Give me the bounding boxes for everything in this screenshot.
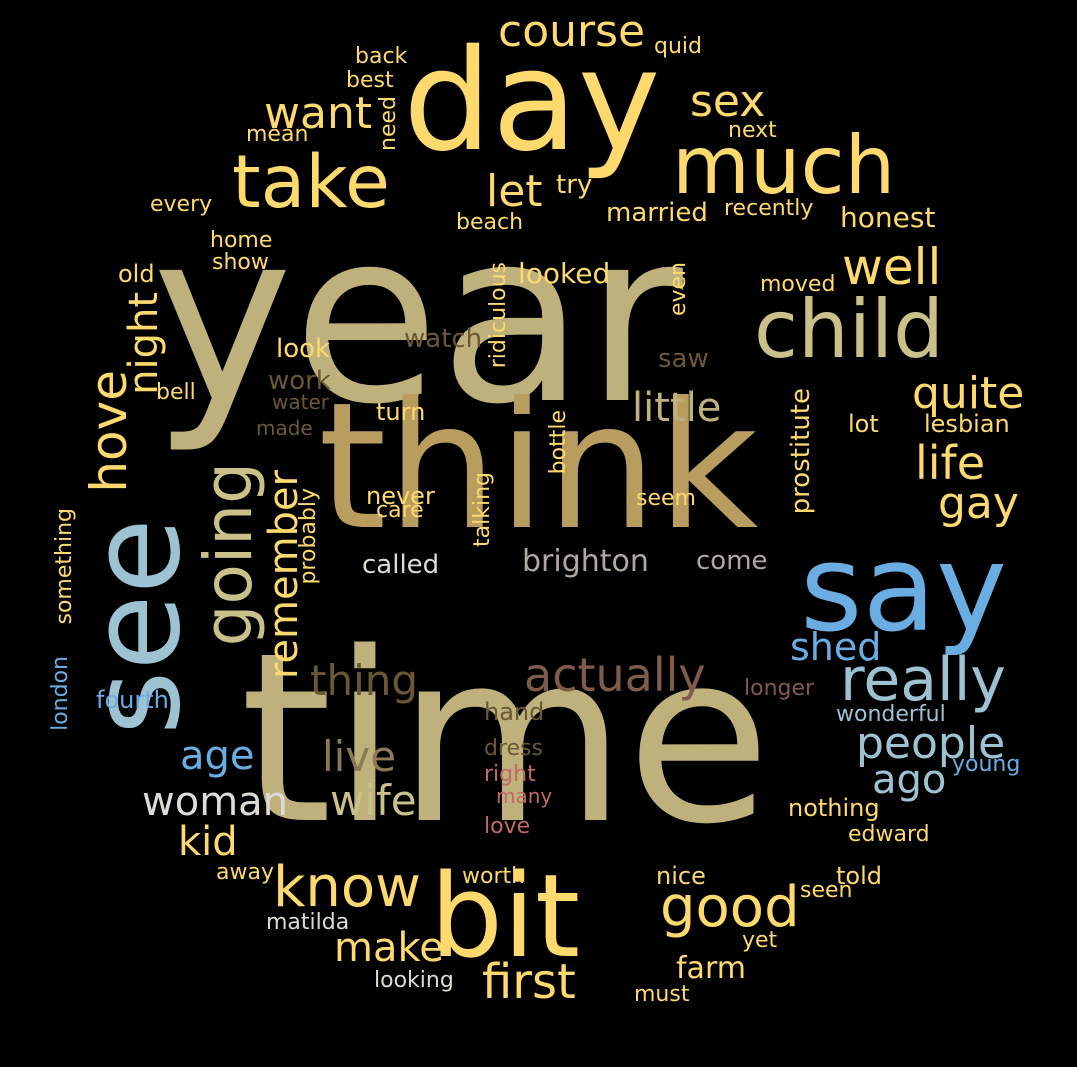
word-every: every [150,192,213,217]
word-must: must [634,982,690,1007]
word-quid: quid [654,34,702,59]
word-much: much [672,119,896,212]
word-honest: honest [840,201,936,234]
word-prostitute: prostitute [786,388,816,515]
word-married: married [606,198,708,228]
word-best: best [346,68,394,93]
word-looked: looked [518,257,611,290]
word-home: home [210,228,273,253]
word-farm: farm [676,951,746,986]
word-saw: saw [658,344,709,374]
word-want: want [264,88,373,139]
word-even: even [666,262,691,317]
word-called: called [362,550,440,580]
word-back: back [355,44,408,69]
word-try: try [556,170,593,200]
word-let: let [486,166,543,217]
word-child: child [754,283,944,376]
word-take: take [232,140,390,225]
word-london: london [48,656,73,731]
word-bell: bell [156,380,196,405]
word-hand: hand [484,698,545,726]
word-water: water [272,390,329,414]
word-make: make [334,925,444,971]
word-show: show [212,250,269,275]
word-gay: gay [938,478,1019,529]
word-nice: nice [656,862,706,890]
word-dress: dress [484,736,543,761]
word-thing: thing [310,656,419,705]
word-nothing: nothing [788,794,880,822]
word-look: look [276,334,331,364]
word-longer: longer [744,676,815,701]
word-going: going [190,462,267,647]
word-right: right [484,762,536,787]
word-watch: watch [404,324,483,354]
word-wife: wife [330,776,417,825]
word-woman: woman [142,779,289,825]
word-recently: recently [724,196,814,221]
word-looking: looking [374,968,454,993]
word-never: never [366,482,435,510]
word-come: come [696,546,768,576]
word-probably: probably [296,488,321,585]
word-quite: quite [912,368,1025,419]
word-really: really [840,645,1006,715]
word-seem: seem [636,486,696,511]
word-good: good [660,875,800,940]
word-brighton: brighton [522,544,649,579]
word-lesbian: lesbian [924,410,1010,438]
word-lot: lot [848,410,879,438]
word-young: young [952,752,1021,777]
word-first: first [482,954,576,1010]
word-something: something [52,508,77,625]
word-think: think [318,366,759,569]
word-course: course [498,6,646,57]
word-worth: worth [462,864,526,889]
word-bit: bit [430,850,581,984]
word-people: people [856,718,1006,769]
word-ridiculous: ridiculous [486,262,511,369]
word-age: age [180,733,255,779]
word-fourth: fourth [96,686,169,714]
word-life: life [915,436,986,490]
word-time: time [240,603,771,876]
word-need: need [376,96,401,151]
word-actually: actually [524,648,706,702]
word-old: old [118,260,155,288]
word-shed: shed [790,625,882,669]
word-edward: edward [848,822,930,847]
word-talking: talking [470,472,495,547]
word-live: live [322,732,397,781]
word-matilda: matilda [266,910,350,935]
word-year: year [152,180,683,457]
word-made: made [256,416,313,440]
word-beach: beach [456,210,524,235]
word-say: say [800,520,1008,659]
word-moved: moved [760,272,836,297]
word-bottle: bottle [546,410,571,475]
word-many: many [496,784,553,808]
word-well: well [842,238,942,296]
word-yet: yet [742,928,778,953]
word-care: care [376,498,424,523]
word-away: away [216,860,274,885]
word-seen: seen [800,878,853,903]
word-ago: ago [872,757,947,803]
word-mean: mean [246,122,309,147]
word-love: love [484,814,531,839]
word-kid: kid [178,819,238,865]
word-work: work [268,366,331,396]
word-little: little [632,385,722,431]
word-day: day [403,20,661,183]
word-told: told [836,862,882,890]
word-sex: sex [690,76,766,127]
word-turn: turn [376,398,426,426]
word-wonderful: wonderful [836,702,946,727]
word-next: next [728,118,777,143]
word-know: know [273,855,421,920]
